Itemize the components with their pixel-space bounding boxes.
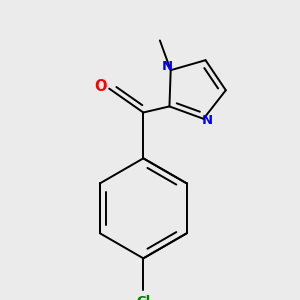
Text: N: N (162, 60, 173, 73)
Text: N: N (201, 114, 212, 127)
Text: Cl: Cl (136, 295, 151, 300)
Text: O: O (94, 80, 107, 94)
